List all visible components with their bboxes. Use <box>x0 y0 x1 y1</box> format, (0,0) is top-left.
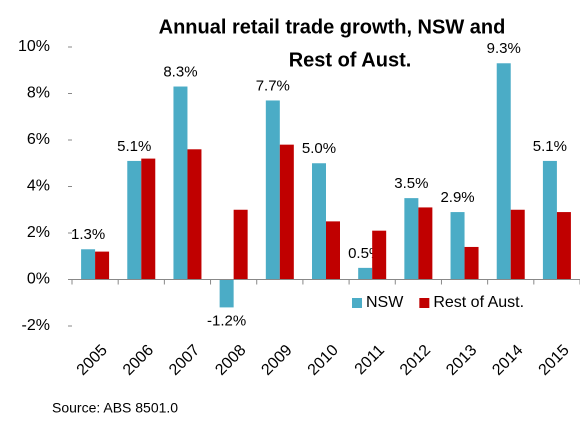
x-tick-label: 2009 <box>258 342 295 379</box>
x-tick-label: 2008 <box>212 342 249 379</box>
chart-title: Rest of Aust. <box>289 49 412 71</box>
y-tick-label: 10% <box>18 38 50 55</box>
bar <box>312 163 326 280</box>
bar <box>141 158 156 280</box>
bar <box>404 198 419 280</box>
bar <box>219 279 234 308</box>
legend-swatch <box>352 298 362 308</box>
x-tick-label: 2006 <box>120 342 157 379</box>
bar <box>496 63 511 280</box>
legend-label: NSW <box>366 294 404 311</box>
bar <box>265 100 280 280</box>
bar <box>372 230 387 280</box>
data-label: 2.9% <box>440 189 474 206</box>
data-label: 3.5% <box>394 175 428 192</box>
bar <box>450 212 465 280</box>
bar <box>464 246 479 280</box>
y-tick-label: 0% <box>27 271 50 288</box>
x-tick-label: 2007 <box>166 342 203 379</box>
bar <box>127 160 142 280</box>
bar <box>173 86 188 280</box>
data-label: 8.3% <box>163 63 197 80</box>
y-tick-label: 8% <box>27 85 50 102</box>
bar <box>81 249 96 280</box>
x-tick-label: 2010 <box>305 342 342 379</box>
legend-swatch <box>419 298 430 308</box>
y-tick-label: 2% <box>27 224 50 241</box>
data-label: 5.1% <box>533 138 567 155</box>
x-tick-label: 2005 <box>74 342 111 379</box>
data-label: 1.3% <box>71 226 105 243</box>
bar <box>95 251 110 280</box>
y-tick-label: 4% <box>27 178 50 195</box>
bar <box>326 221 340 280</box>
data-label: 9.3% <box>487 40 521 57</box>
x-tick-label: 2015 <box>536 342 573 379</box>
bar <box>510 209 525 280</box>
x-tick-label: 2012 <box>397 342 434 379</box>
source-note: Source: ABS 8501.0 <box>52 400 178 416</box>
bar <box>279 144 294 280</box>
bar <box>358 267 373 280</box>
bar <box>556 212 571 280</box>
data-label: 7.7% <box>256 77 290 94</box>
x-tick-label: 2011 <box>352 342 388 378</box>
bar <box>418 207 433 280</box>
x-tick-label: 2013 <box>443 342 480 379</box>
data-label: 5.1% <box>117 138 151 155</box>
bar <box>187 149 202 280</box>
data-label: -1.2% <box>207 312 246 329</box>
x-tick-label: 2014 <box>489 342 526 379</box>
y-tick-label: 6% <box>27 131 50 148</box>
bar <box>233 209 248 280</box>
y-tick-label: -2% <box>22 317 50 334</box>
chart-title: Annual retail trade growth, NSW and <box>159 16 506 38</box>
bar <box>542 160 557 280</box>
data-label: 5.0% <box>302 140 336 157</box>
legend-label: Rest of Aust. <box>433 294 524 311</box>
